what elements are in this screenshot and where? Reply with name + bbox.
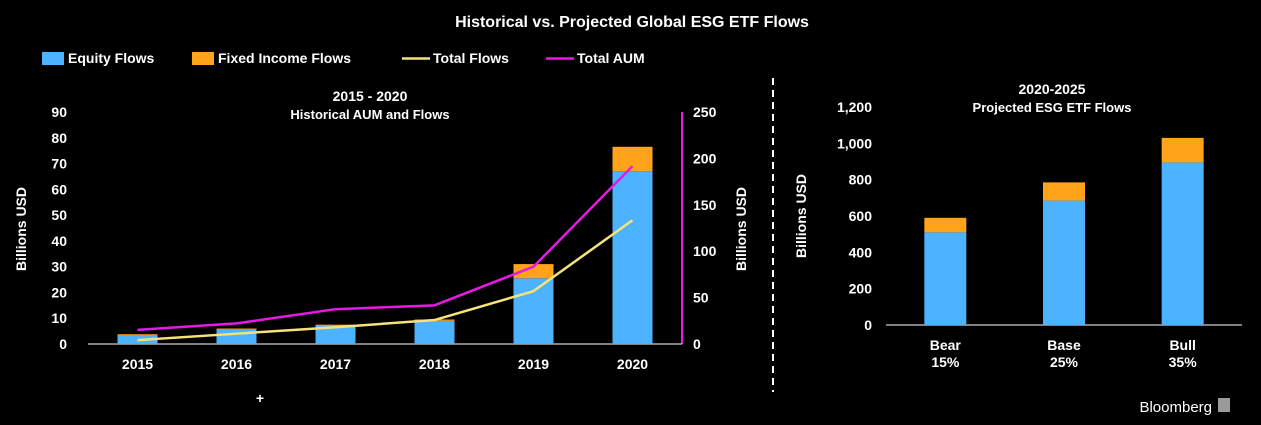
left-ytick-label: 90: [51, 104, 67, 120]
total-flows-line: [137, 219, 634, 342]
left-xtick-label: 2019: [518, 356, 549, 372]
historical-panel: 2015 - 2020 Historical AUM and Flows 0 10 20…: [13, 88, 749, 372]
bar-equity-2019: [513, 278, 554, 344]
left-xtick-label: 2017: [320, 356, 351, 372]
projected-xtick-sublabel: 25%: [1050, 354, 1079, 370]
projected-xtick-label: Base: [1047, 337, 1081, 353]
bar-equity-base: [1043, 200, 1085, 325]
left-ytick-label: 30: [51, 259, 67, 275]
right-ytick-label: 200: [693, 150, 717, 166]
right-ytick-label: 150: [693, 197, 717, 213]
projected-xtick-sublabel: 15%: [931, 354, 960, 370]
bar-equity-bear: [924, 232, 967, 325]
bar-fixed-income-2016: [216, 328, 257, 330]
left-ytick-label: 80: [51, 130, 67, 146]
left-ytick-label: 50: [51, 207, 67, 223]
legend-swatch-1: [42, 52, 64, 65]
bar-fixed-income-2019: [513, 264, 554, 279]
projected-panel: 2020-2025 Projected ESG ETF Flows 0 200 400 6…: [793, 81, 1242, 370]
left-chart-subtitle: Historical AUM and Flows: [290, 107, 449, 122]
left-ytick-label: 60: [51, 181, 67, 197]
bloomberg-logo: Bloomberg: [1139, 399, 1212, 416]
legend-swatch-2: [192, 52, 214, 65]
left-ytick-label: 70: [51, 156, 67, 172]
left-xtick-label: 2018: [419, 356, 450, 372]
left-xtick-label: 2015: [122, 356, 153, 372]
projected-ytick-label: 1,000: [837, 135, 872, 151]
right-ytick-label: 0: [693, 336, 701, 352]
projected-ytick-label: 200: [849, 281, 873, 297]
legend-label-4: Total AUM: [577, 50, 645, 66]
left-xtick-label: 2016: [221, 356, 252, 372]
projected-ytick-label: 0: [864, 317, 872, 333]
bar-fixed-income-2015: [117, 334, 158, 335]
projected-yaxis-label: Billions USD: [793, 174, 809, 258]
left-yaxis-label: Billions USD: [13, 187, 29, 271]
left-ytick-label: 10: [51, 310, 67, 326]
chart-title: Historical vs. Projected Global ESG ETF …: [455, 14, 809, 31]
left-xtick-label: 2020: [617, 356, 648, 372]
left-ytick-label: 20: [51, 284, 67, 300]
left-ytick-label: 0: [59, 336, 67, 352]
left-ytick-label: 40: [51, 233, 67, 249]
total-aum-line: [137, 165, 634, 332]
right-yaxis-label: Billions USD: [733, 187, 749, 271]
bar-equity-bull: [1161, 162, 1204, 325]
legend: Equity Flows Fixed Income Flows Total Flow…: [42, 50, 645, 66]
right-ytick-label: 50: [693, 290, 709, 306]
projected-ytick-label: 1,200: [837, 99, 872, 115]
right-chart-title: 2020-2025: [1019, 81, 1086, 97]
projected-ytick-label: 400: [849, 244, 873, 260]
bar-fixed-income-bull: [1161, 137, 1204, 163]
right-ytick-label: 250: [693, 104, 717, 120]
bar-equity-2018: [414, 320, 455, 344]
bar-fixed-income-2017: [315, 324, 356, 326]
cursor-mark: +: [256, 390, 264, 406]
right-chart-subtitle: Projected ESG ETF Flows: [973, 100, 1132, 115]
bloomberg-mark-icon: [1218, 398, 1230, 412]
projected-xtick-label: Bear: [930, 337, 962, 353]
bar-equity-2017: [315, 325, 356, 344]
legend-label-3: Total Flows: [433, 50, 509, 66]
projected-xtick-label: Bull: [1169, 337, 1195, 353]
right-ytick-label: 100: [693, 243, 717, 259]
bar-equity-2020: [612, 171, 653, 344]
projected-xtick-sublabel: 35%: [1169, 354, 1198, 370]
bar-fixed-income-bear: [924, 217, 967, 233]
bar-fixed-income-base: [1043, 182, 1085, 201]
projected-ytick-label: 600: [849, 208, 873, 224]
projected-ytick-label: 800: [849, 172, 873, 188]
legend-label-2: Fixed Income Flows: [218, 50, 351, 66]
legend-label-1: Equity Flows: [68, 50, 155, 66]
left-chart-title: 2015 - 2020: [333, 88, 408, 104]
